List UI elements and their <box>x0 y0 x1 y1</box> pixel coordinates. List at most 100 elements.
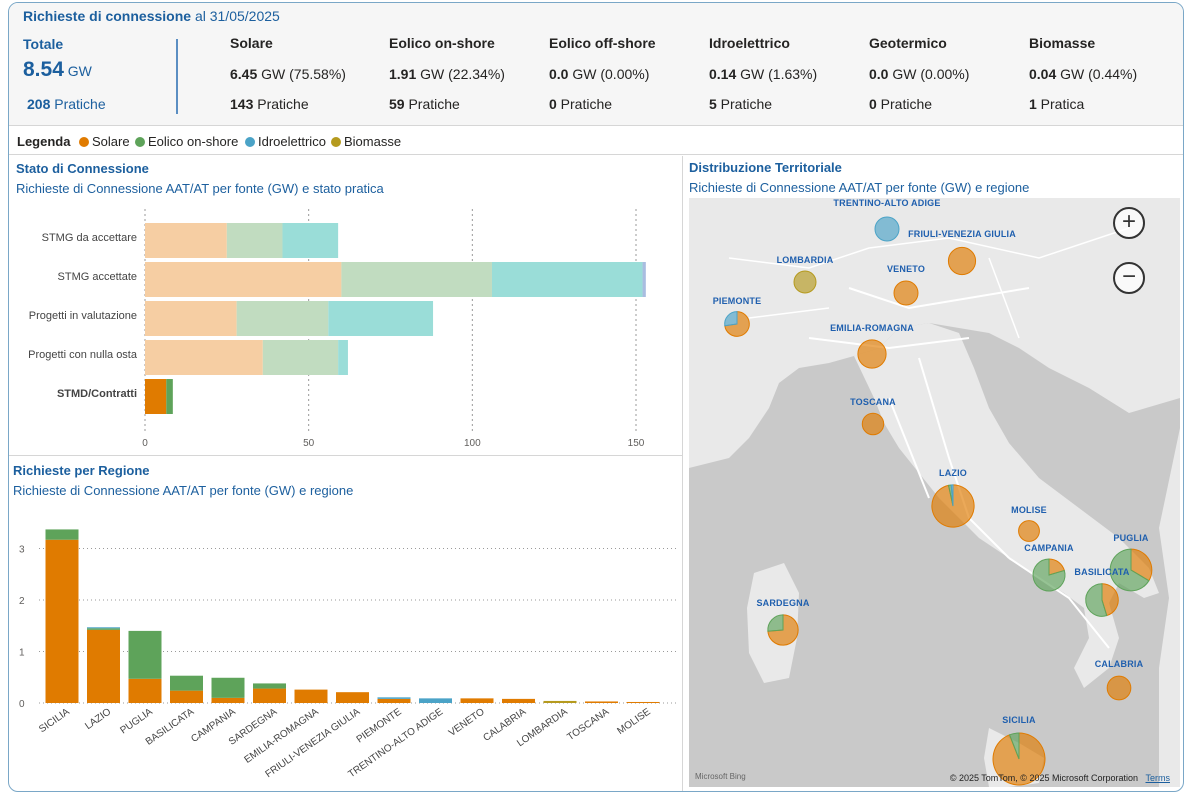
region-tick-label: SICILIA <box>37 706 72 735</box>
region-label: EMILIA-ROMAGNA <box>830 323 914 333</box>
stato-chart: 0 50 100 150 STMG da accettare STMG accettate… <box>28 209 646 449</box>
pie-slice <box>1085 583 1108 617</box>
legend-item-idroelettrico[interactable]: Idroelettrico <box>245 134 326 149</box>
source-biomasse: Biomasse 0.04 GW (0.44%) 1 Pratica <box>1029 35 1138 112</box>
bar-idroelettrico <box>87 627 120 629</box>
regione-subtitle: Richieste di Connessione AAT/AT per font… <box>13 483 354 498</box>
source-eolico-offshore: Eolico off-shore 0.0 GW (0.00%) 0 Pratic… <box>549 35 656 112</box>
bar-eolico-on-shore <box>236 301 329 336</box>
map-bubbles <box>724 216 1153 786</box>
pie-slice <box>1018 520 1040 542</box>
region-bubble <box>947 246 977 276</box>
mappa-title: Distribuzione Territoriale <box>689 160 842 175</box>
bar-solare <box>145 262 342 297</box>
x-tick-label: 50 <box>303 438 315 449</box>
italy-map[interactable]: + − SICILIA LAZIO PUGLIA BASILICATA CAMPANIA… <box>689 198 1180 787</box>
bar-biomasse <box>642 262 646 297</box>
pie-slice <box>1008 732 1020 760</box>
bar-eolico-on-shore <box>170 675 203 691</box>
x-tick-label: 150 <box>628 438 645 449</box>
total-value: 8.54 GW <box>23 58 92 81</box>
legend-item-eolico[interactable]: Eolico on-shore <box>135 134 238 149</box>
bar-solare <box>145 223 227 258</box>
source-idroelettrico: Idroelettrico 0.14 GW (1.63%) 5 Pratiche <box>709 35 818 112</box>
source-eolico-onshore: Eolico on-shore 1.91 GW (22.34%) 59 Prat… <box>389 35 505 112</box>
pie-slice <box>1032 558 1066 592</box>
zoom-in-button[interactable]: + <box>1113 207 1145 239</box>
pie-slice <box>1106 675 1132 701</box>
bar-solare <box>87 629 120 703</box>
region-bubble <box>724 311 750 337</box>
bar-solare <box>585 701 618 703</box>
pie-slice <box>857 339 887 369</box>
bar-eolico-on-shore <box>341 262 492 297</box>
bar-solare <box>377 698 411 703</box>
bar-idroelettrico <box>338 340 348 375</box>
mappa-subtitle: Richieste di Connessione AAT/AT per font… <box>689 180 1030 195</box>
source-geotermico: Geotermico 0.0 GW (0.00%) 0 Pratiche <box>869 35 970 112</box>
zoom-out-button[interactable]: − <box>1113 262 1145 294</box>
y-tick-label: 2 <box>19 596 25 607</box>
summary-header: Richieste di connessione al 31/05/2025 T… <box>9 3 1183 126</box>
dashboard-frame: Richieste di connessione al 31/05/2025 T… <box>8 2 1184 792</box>
stato-subtitle: Richieste di Connessione AAT/AT per font… <box>16 181 384 196</box>
region-bubble <box>767 614 799 646</box>
bar-eolico-on-shore <box>253 683 286 689</box>
region-bubble <box>861 412 885 436</box>
panel-divider-horizontal <box>9 455 682 456</box>
panel-divider-vertical <box>682 156 683 791</box>
bar-solare <box>253 688 286 703</box>
bar-solare <box>145 340 263 375</box>
map-background <box>689 198 1180 787</box>
bar-solare <box>45 539 79 703</box>
map-terms-link[interactable]: Terms <box>1145 773 1171 783</box>
region-bubble <box>1018 520 1040 542</box>
legend: Legenda Solare Eolico on-shore Idroelett… <box>9 127 1183 155</box>
region-label: CAMPANIA <box>1024 543 1074 553</box>
page-title: Richieste di connessione al 31/05/2025 <box>23 8 280 24</box>
region-bubble <box>1085 583 1119 617</box>
total-label: Totale <box>23 36 64 52</box>
pie-slice <box>893 280 919 306</box>
y-tick-label: 0 <box>19 699 25 710</box>
region-tick-label: MOLISE <box>615 706 653 737</box>
legend-dot-icon <box>331 137 341 147</box>
pie-slice <box>861 412 885 436</box>
region-label: TRENTINO-ALTO ADIGE <box>833 198 941 208</box>
region-bubble <box>893 280 919 306</box>
pie-slice <box>947 246 977 276</box>
y-tick-label: 3 <box>19 544 25 555</box>
region-label: LOMBARDIA <box>776 255 834 265</box>
region-tick-label: TOSCANA <box>565 706 611 743</box>
bing-logo: Microsoft Bing <box>695 772 746 781</box>
region-bubble <box>931 484 975 528</box>
region-bubble <box>1032 558 1066 592</box>
region-tick-label: EMILIA-ROMAGNA <box>242 706 320 766</box>
bar-solare <box>145 301 237 336</box>
bar-solare <box>460 698 494 703</box>
legend-dot-icon <box>79 137 89 147</box>
region-bubble <box>857 339 887 369</box>
legend-item-biomasse[interactable]: Biomasse <box>331 134 401 149</box>
bar-solare <box>128 678 162 703</box>
bar-eolico-on-shore <box>211 677 245 698</box>
category-label: STMG accettate <box>58 271 137 283</box>
bar-idroelettrico <box>328 301 434 336</box>
legend-dot-icon <box>245 137 255 147</box>
stato-title: Stato di Connessione <box>16 161 149 176</box>
region-label: VENETO <box>886 264 926 274</box>
category-label: Progetti con nulla osta <box>28 349 138 361</box>
pie-slice <box>724 311 738 327</box>
region-bubble <box>793 270 817 294</box>
source-solare: Solare 6.45 GW (75.58%) 143 Pratiche <box>230 35 346 112</box>
region-bubble <box>1106 675 1132 701</box>
region-label: MOLISE <box>1011 505 1047 515</box>
pie-slice <box>950 484 954 507</box>
legend-item-solare[interactable]: Solare <box>79 134 130 149</box>
bar-idroelettrico <box>282 223 339 258</box>
bar-eolico-on-shore <box>166 379 173 414</box>
x-tick-label: 0 <box>142 438 148 449</box>
pie-slice <box>767 614 784 632</box>
bar-solare <box>336 692 369 703</box>
